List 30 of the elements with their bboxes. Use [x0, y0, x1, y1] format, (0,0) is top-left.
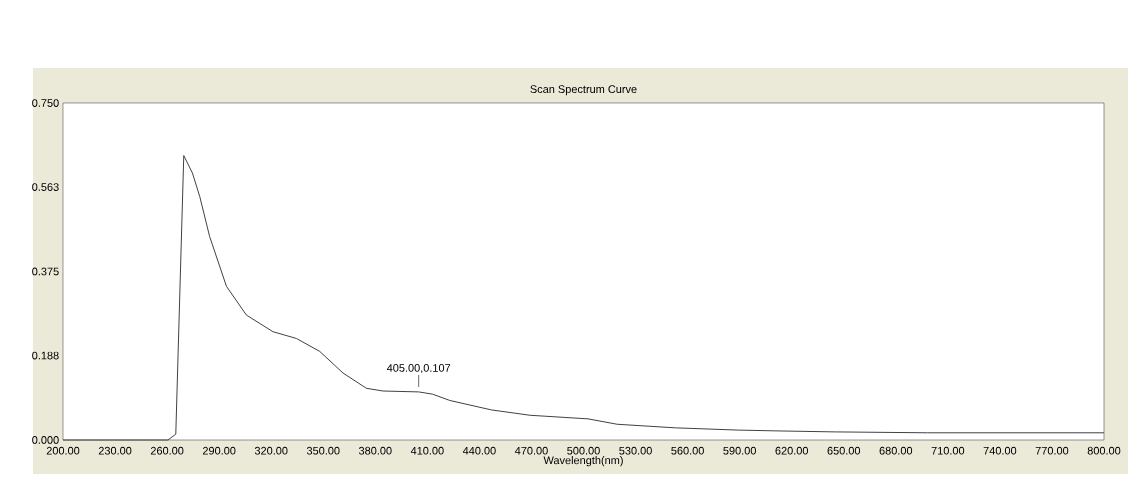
x-tick-label: 470.00	[514, 446, 548, 455]
y-tick-label: 0.000	[32, 436, 59, 444]
x-tick-label: 710.00	[931, 446, 965, 455]
x-tick-label: 380.00	[358, 446, 392, 455]
y-tick-label: 0.563	[32, 183, 59, 191]
x-tick-label: 770.00	[1035, 446, 1069, 455]
x-tick-label: 500.00	[567, 446, 600, 455]
x-tick-label: 320.00	[254, 446, 288, 455]
line-series	[62, 155, 1105, 441]
x-tick-label: 290.00	[202, 446, 236, 455]
x-tick-label: 440.00	[462, 446, 496, 455]
x-tick-label: 590.00	[723, 446, 756, 455]
x-tick-label: 740.00	[983, 446, 1017, 455]
x-tick-label: 620.00	[775, 446, 809, 455]
y-tick-label: 0.188	[32, 351, 59, 360]
x-tick-label: 410.00	[410, 446, 444, 455]
y-tick-label: 0.375	[32, 267, 59, 276]
x-axis-title: Wavelength(nm)	[543, 456, 623, 467]
x-tick-label: 230.00	[98, 446, 132, 455]
x-tick-label: 560.00	[671, 446, 704, 455]
x-tick-label: 650.00	[827, 446, 861, 455]
chart-title: Scan Spectrum Curve	[530, 85, 637, 96]
x-tick-label: 260.00	[150, 446, 184, 455]
x-tick-label: 530.00	[619, 446, 652, 455]
x-tick-label: 800.00	[1087, 446, 1121, 455]
x-tick-label: 350.00	[306, 446, 340, 455]
y-tick-label: 0.750	[32, 99, 59, 107]
x-tick-label: 200.00	[46, 446, 80, 455]
annotation: 405.00,0.107	[386, 364, 451, 374]
x-tick-label: 680.00	[879, 446, 913, 455]
